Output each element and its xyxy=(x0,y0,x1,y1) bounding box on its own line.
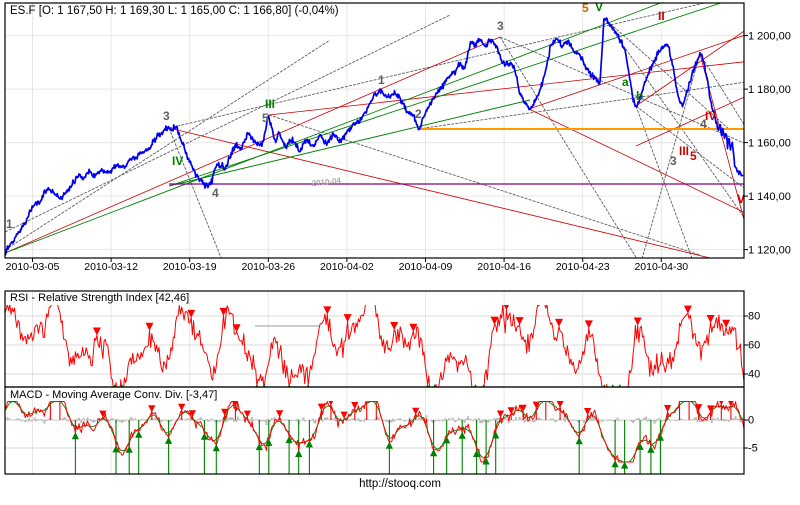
svg-text:2: 2 xyxy=(415,107,422,121)
svg-text:4: 4 xyxy=(212,186,219,200)
svg-text:II: II xyxy=(658,9,665,23)
svg-text:b: b xyxy=(636,89,643,103)
svg-text:III: III xyxy=(265,97,275,111)
svg-text:2010-04-16: 2010-04-16 xyxy=(477,261,531,273)
svg-text:-5: -5 xyxy=(748,443,758,455)
svg-text:5: 5 xyxy=(690,149,697,163)
svg-text:1: 1 xyxy=(378,73,385,87)
svg-text:3: 3 xyxy=(163,109,170,123)
svg-text:2010-04-30: 2010-04-30 xyxy=(634,261,688,273)
svg-text:1 140,00: 1 140,00 xyxy=(748,191,791,203)
svg-text:3: 3 xyxy=(670,154,677,168)
svg-text:a: a xyxy=(622,75,629,89)
svg-text:2010-04-09: 2010-04-09 xyxy=(399,261,453,273)
svg-text:1 180,00: 1 180,00 xyxy=(748,84,791,96)
svg-text:III: III xyxy=(679,144,689,158)
svg-text:2010-03-19: 2010-03-19 xyxy=(163,261,217,273)
svg-text:1: 1 xyxy=(6,217,13,231)
svg-text:80: 80 xyxy=(748,311,760,323)
svg-text:2010-03-05: 2010-03-05 xyxy=(6,261,60,273)
svg-text:IV: IV xyxy=(172,154,183,168)
svg-text:2010-04-02: 2010-04-02 xyxy=(320,261,374,273)
svg-text:0: 0 xyxy=(748,415,754,427)
svg-text:1 160,00: 1 160,00 xyxy=(748,138,791,150)
svg-text:ES.F [O: 1 167,50 H: 1 169,30: ES.F [O: 1 167,50 H: 1 169,30 L: 1 165,0… xyxy=(10,5,339,17)
svg-text:2010-03-12: 2010-03-12 xyxy=(84,261,138,273)
svg-text:1 200,00: 1 200,00 xyxy=(748,31,791,43)
svg-text:40: 40 xyxy=(748,369,760,381)
svg-text:2010-03-26: 2010-03-26 xyxy=(241,261,295,273)
svg-text:3: 3 xyxy=(497,19,504,33)
svg-text:5: 5 xyxy=(262,111,269,125)
svg-text:IV: IV xyxy=(705,109,716,123)
svg-text:http://stooq.com: http://stooq.com xyxy=(359,478,441,490)
svg-text:MACD - Moving Average Conv. Di: MACD - Moving Average Conv. Div. [-3,47] xyxy=(10,389,217,401)
svg-text:60: 60 xyxy=(748,340,760,352)
svg-text:RSI - Relative Strength Index: RSI - Relative Strength Index [42,46] xyxy=(10,292,189,304)
svg-text:2010-04-23: 2010-04-23 xyxy=(556,261,610,273)
svg-text:1 120,00: 1 120,00 xyxy=(748,245,791,257)
